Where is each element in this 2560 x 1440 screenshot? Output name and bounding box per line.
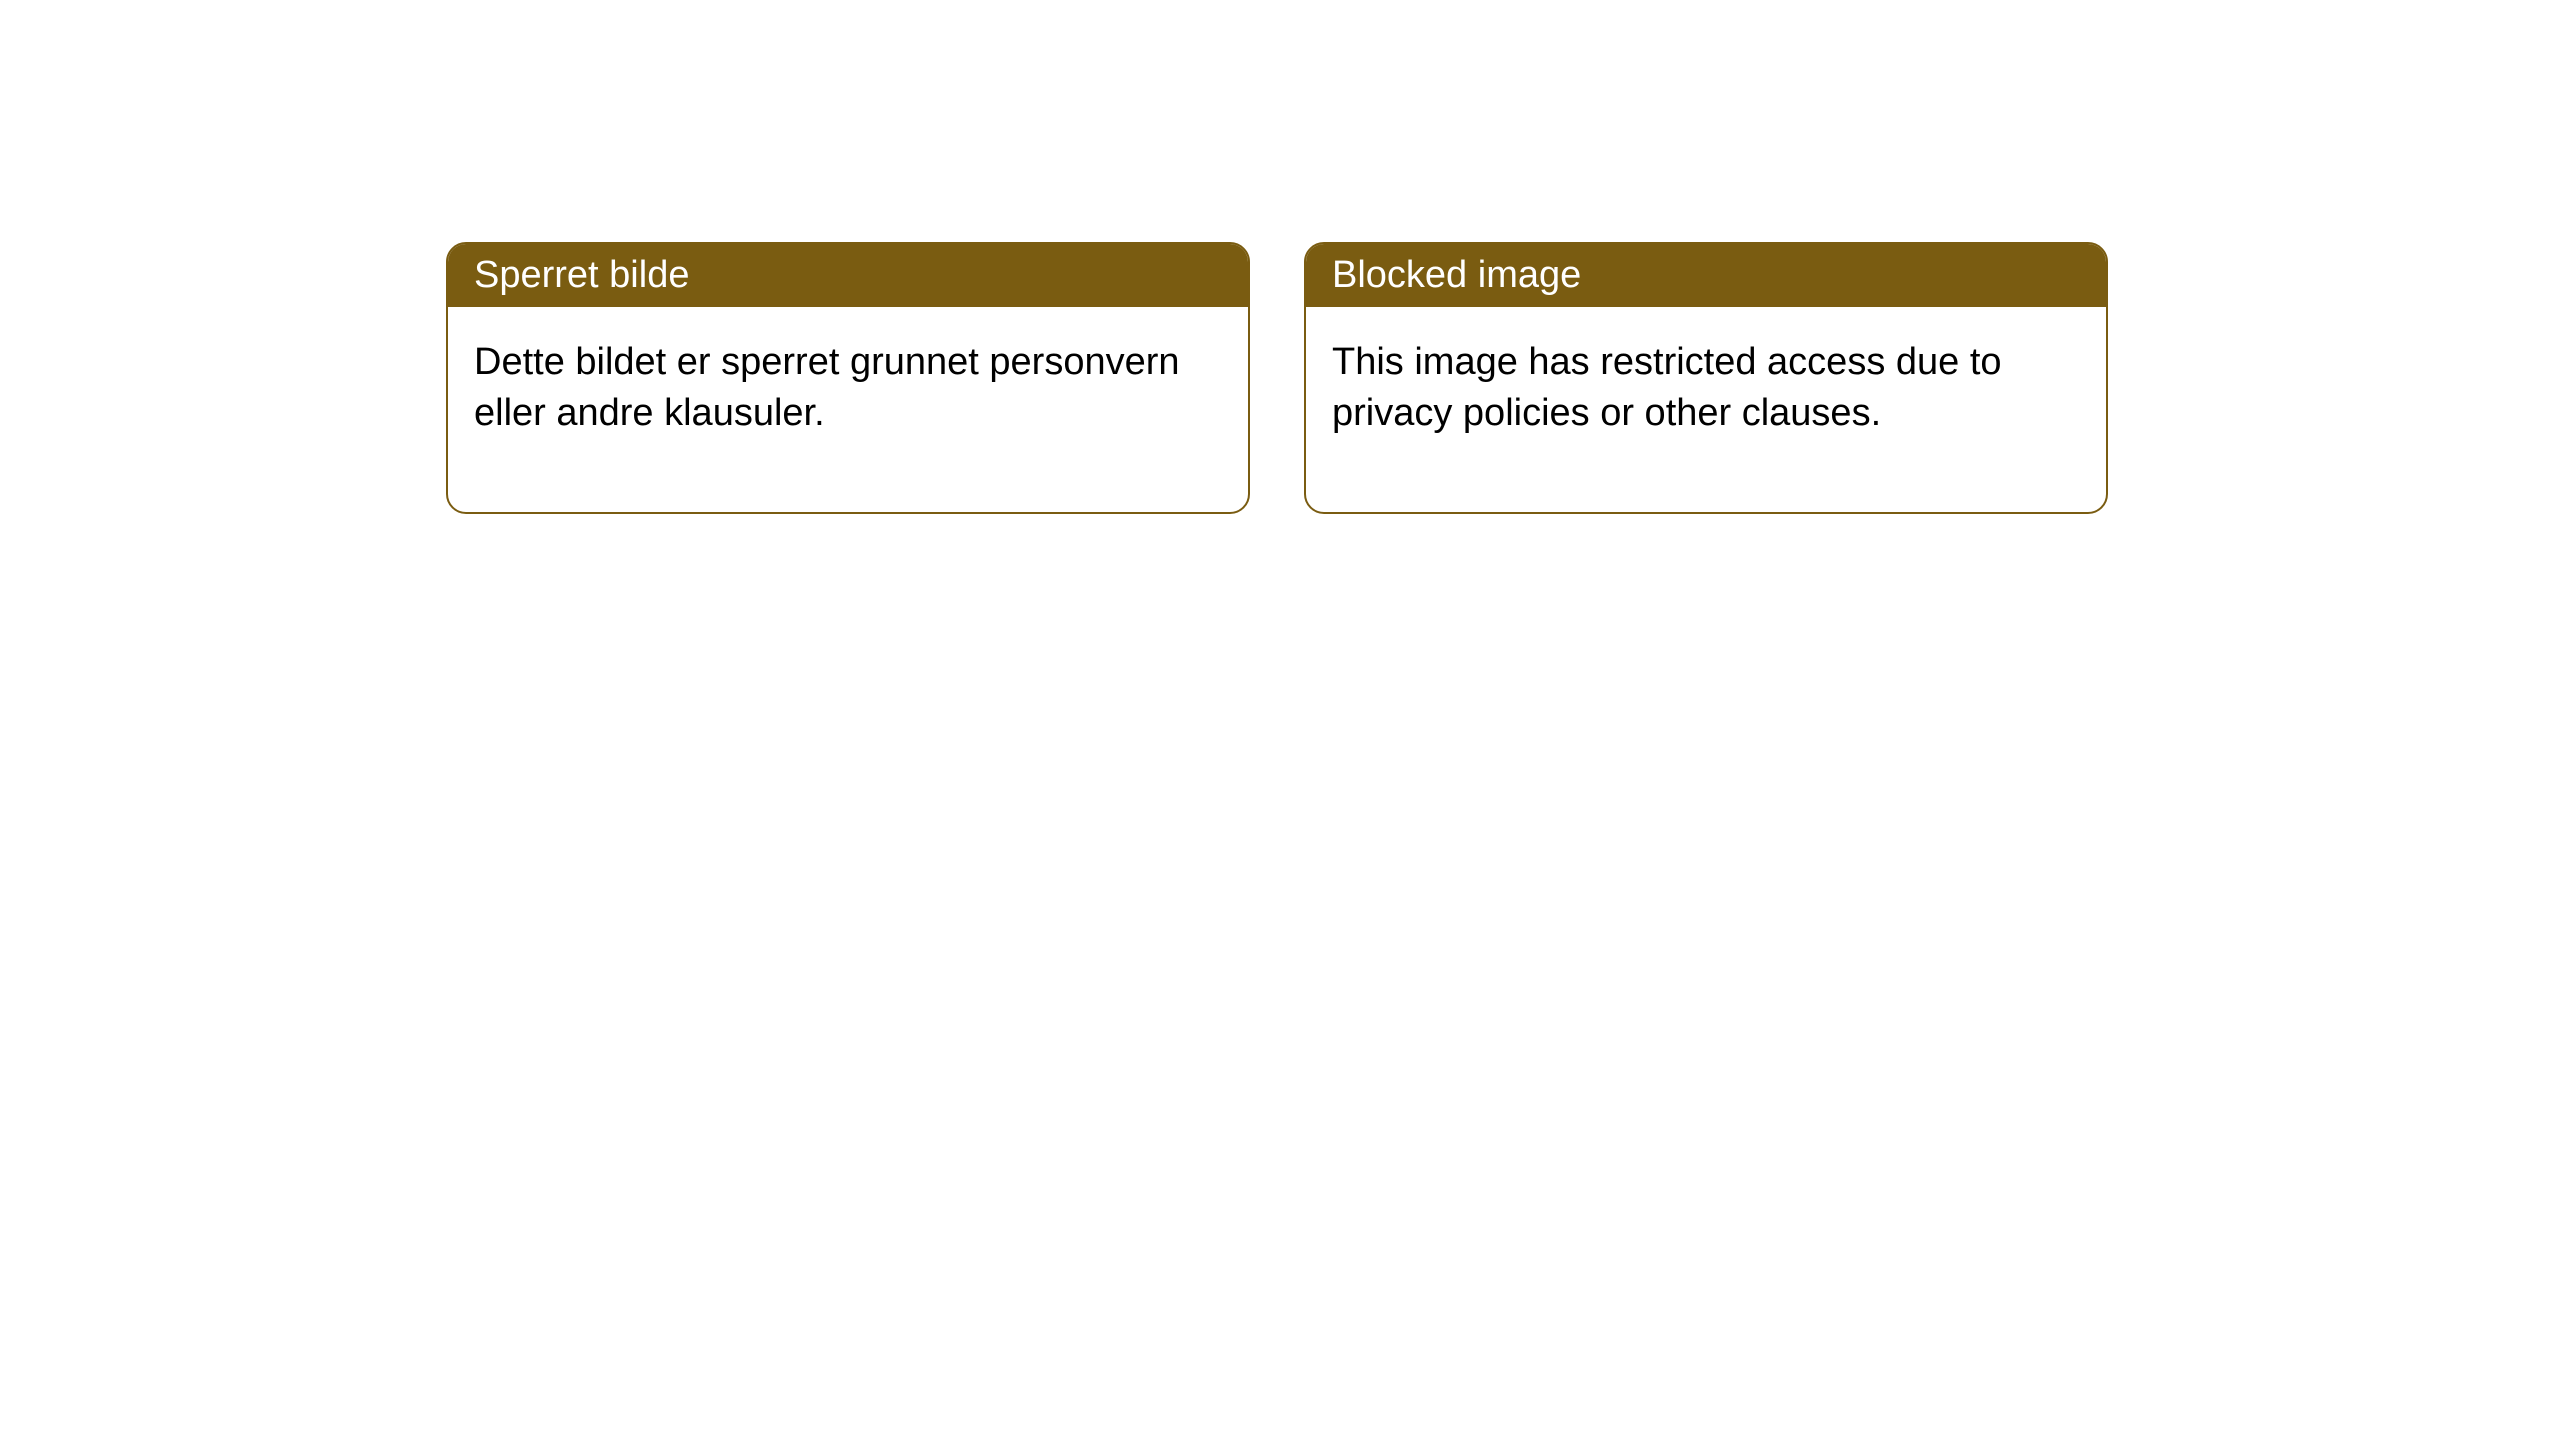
notice-header: Blocked image [1306,244,2106,307]
notice-card-english: Blocked image This image has restricted … [1304,242,2108,514]
notice-title: Sperret bilde [474,254,689,296]
notice-card-norwegian: Sperret bilde Dette bildet er sperret gr… [446,242,1250,514]
notice-title: Blocked image [1332,254,1581,296]
notice-header: Sperret bilde [448,244,1248,307]
notice-container: Sperret bilde Dette bildet er sperret gr… [0,0,2560,514]
notice-body: This image has restricted access due to … [1306,307,2106,512]
notice-text: Dette bildet er sperret grunnet personve… [474,341,1180,434]
notice-body: Dette bildet er sperret grunnet personve… [448,307,1248,512]
notice-text: This image has restricted access due to … [1332,341,2002,434]
